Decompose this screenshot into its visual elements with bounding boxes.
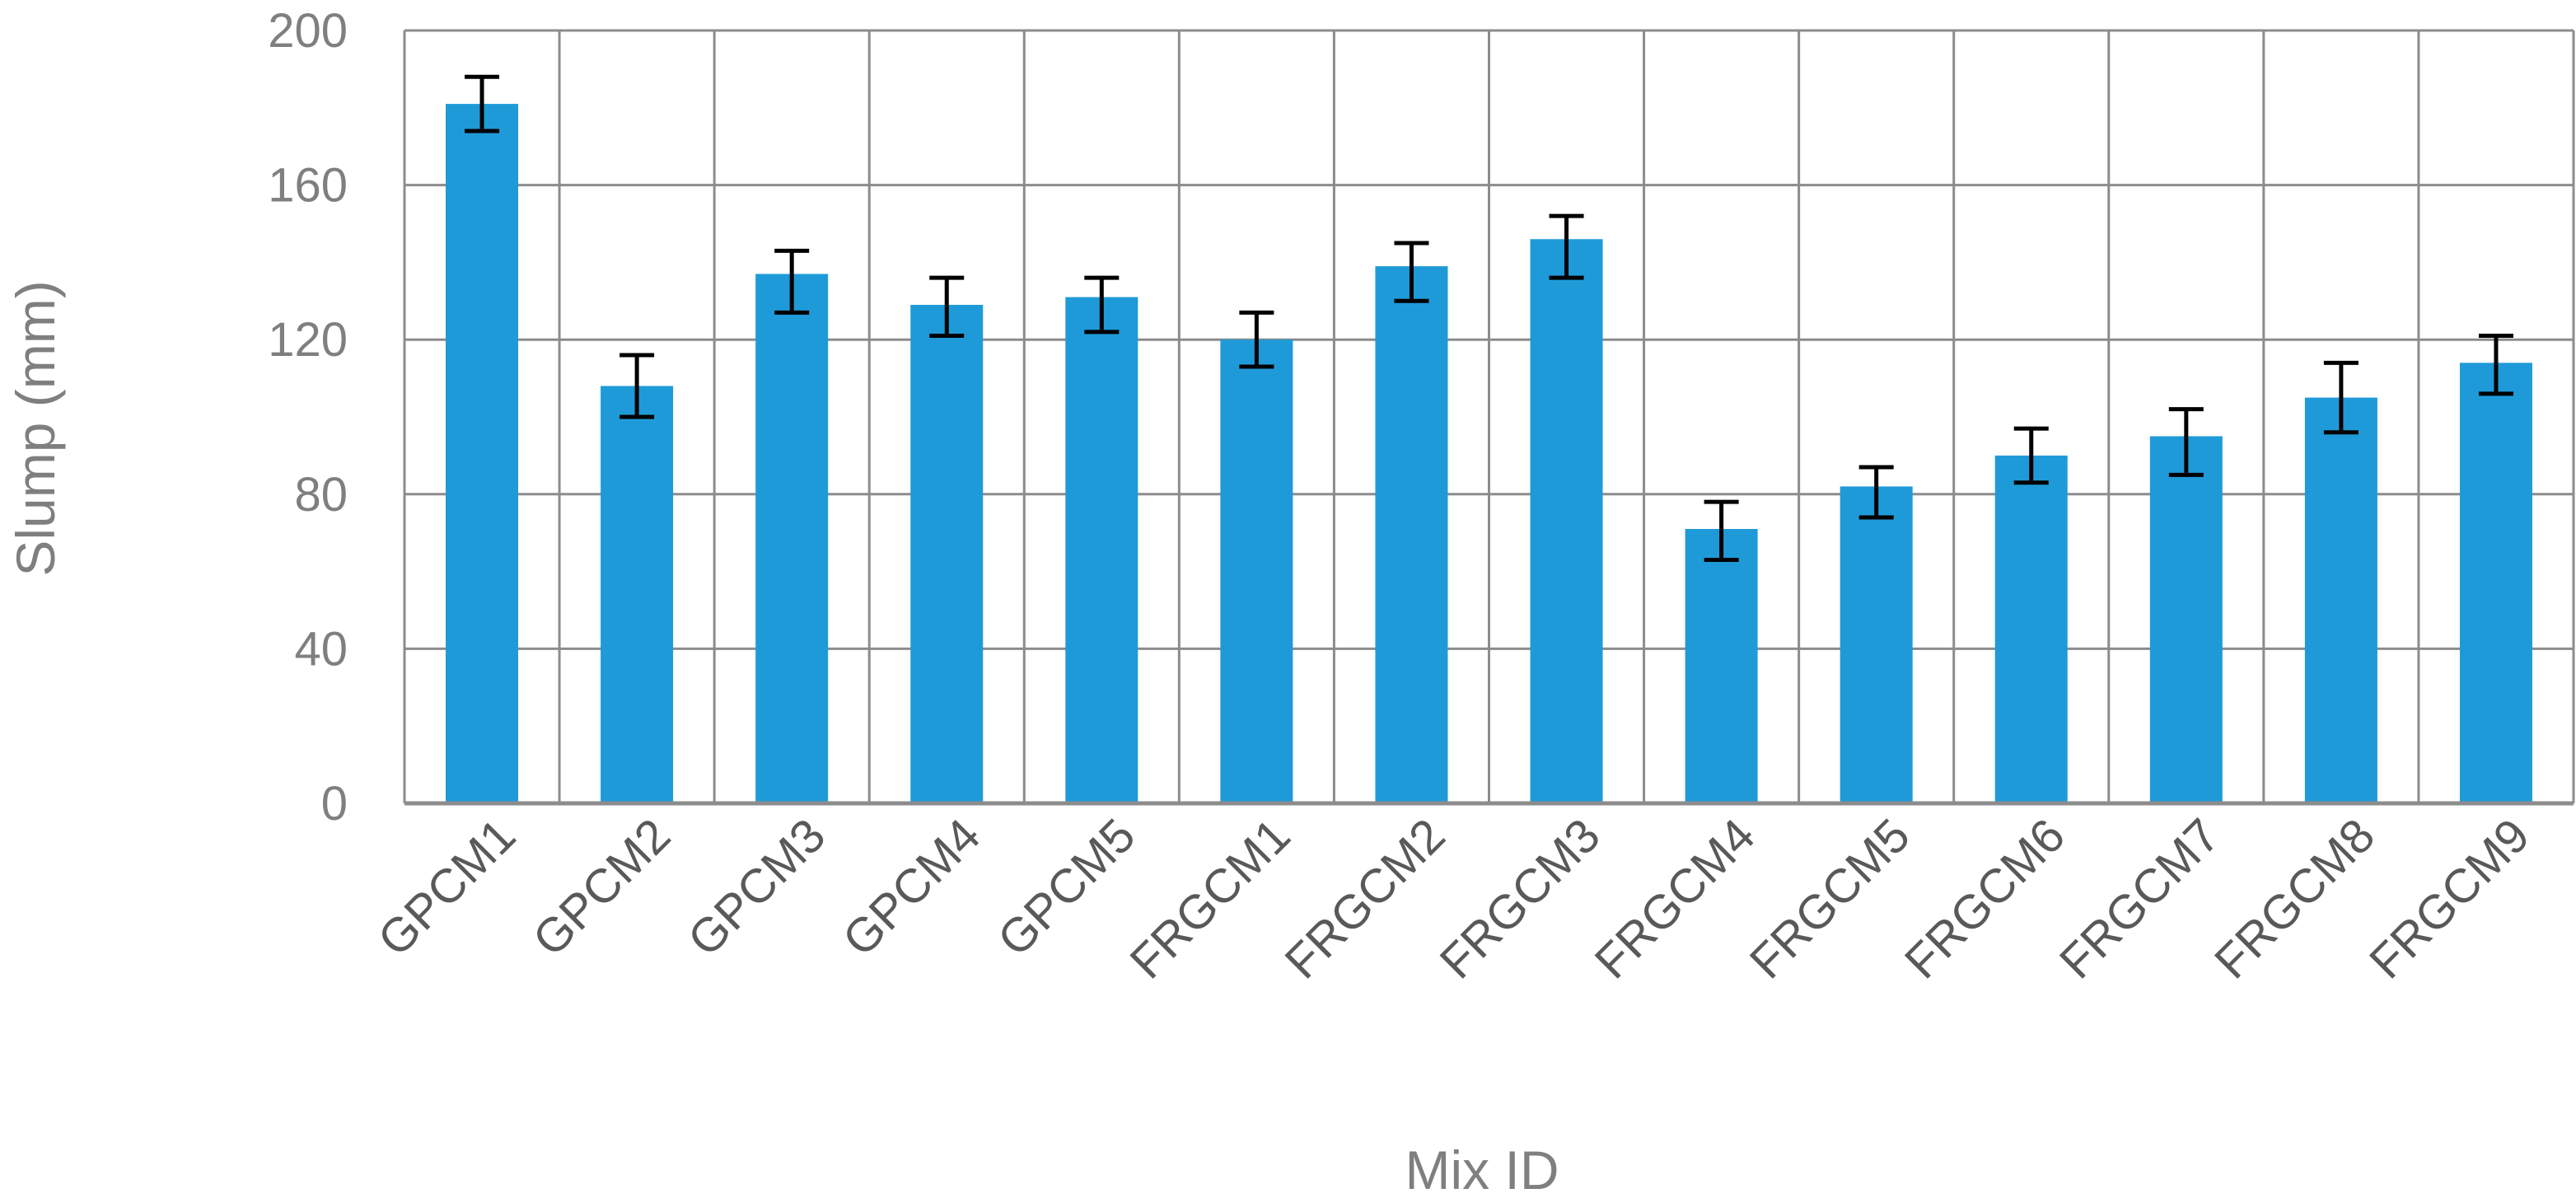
bar [446,104,519,804]
bar [2459,363,2532,804]
error-bar [619,353,655,419]
y-tick-label: 80 [294,468,348,522]
error-bar [1084,275,1120,335]
x-axis-title: Mix ID [1405,1140,1559,1198]
bar [1685,529,1758,803]
error-bar [2013,426,2049,485]
y-tick-label: 200 [268,4,348,58]
error-bar [1394,241,1429,303]
bar [1994,455,2068,803]
y-axis-title: Slump (mm) [5,280,66,576]
x-tick-label: GPCM4 [833,808,991,966]
y-tick-label: 120 [268,313,348,367]
error-bar [2168,407,2204,477]
x-tick-labels: GPCM1GPCM2GPCM3GPCM4GPCM5FRGCM1FRGCM2FRG… [367,808,2540,989]
x-tick-label: FRGCM7 [2050,808,2230,989]
x-tick-label: FRGCM1 [1120,808,1300,989]
bar [1375,266,1448,804]
x-tick-label: GPCM3 [678,808,836,966]
x-tick-label: FRGCM5 [1740,808,1920,989]
x-tick-label: FRGCM2 [1275,808,1456,989]
error-bars [465,74,2513,563]
y-tick-label: 40 [294,622,348,676]
bar [755,274,829,804]
x-tick-label: FRGCM9 [2359,808,2540,989]
x-tick-label: FRGCM6 [1895,808,2075,989]
grid [403,29,2575,803]
error-bar [1704,499,1739,563]
error-bar [465,74,500,133]
error-bar [929,275,965,339]
bar [1530,239,1603,803]
error-bar [2478,334,2513,396]
x-tick-label: GPCM1 [367,808,526,966]
error-bar [1239,310,1274,369]
x-tick-label: FRGCM4 [1585,808,1765,989]
error-bar [1858,465,1894,520]
bar [2149,436,2223,803]
y-tick-label: 0 [321,777,348,831]
bars [446,104,2532,804]
bar [910,304,984,803]
bar [1065,297,1138,803]
x-tick-label: GPCM2 [522,808,680,966]
x-tick-label: FRGCM3 [1430,808,1611,989]
bar [1840,486,1913,803]
bar [1220,339,1293,803]
y-tick-labels: 0 40 80 120 160 200 [268,4,348,831]
x-tick-label: FRGCM8 [2204,808,2385,989]
error-bar [1549,213,1584,280]
bar [601,386,674,803]
error-bar [774,248,810,315]
bar [2304,397,2377,803]
error-bar [2323,360,2359,435]
y-tick-label: 160 [268,159,348,213]
x-tick-label: GPCM5 [988,808,1146,966]
